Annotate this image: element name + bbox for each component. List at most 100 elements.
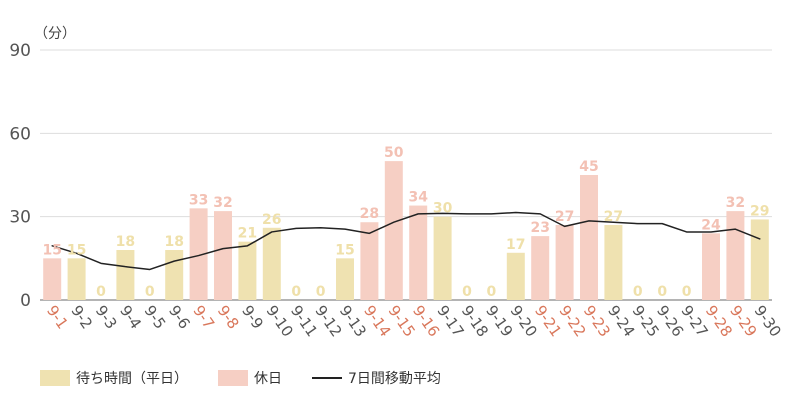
value-label-9-24: 27 [604, 209, 623, 225]
value-label-9-3: 0 [96, 284, 106, 300]
value-label-9-5: 0 [145, 284, 155, 300]
bar-9-30 [750, 219, 769, 300]
x-tick-label-9-8: 9-8 [214, 302, 243, 332]
x-tick-label-9-23: 9-23 [580, 302, 614, 340]
x-tick-label-9-29: 9-29 [726, 302, 760, 340]
value-label-9-4: 18 [116, 234, 135, 250]
legend-swatch-moving-average [312, 377, 342, 379]
bar-9-1 [43, 258, 62, 300]
x-tick-label-9-17: 9-17 [433, 302, 467, 340]
value-label-9-7: 33 [189, 192, 208, 208]
value-label-9-13: 15 [335, 242, 354, 258]
value-label-9-26: 0 [657, 284, 667, 300]
value-label-9-27: 0 [682, 284, 692, 300]
y-axis-unit-label: （分） [34, 26, 76, 42]
x-tick-label-9-20: 9-20 [507, 302, 541, 340]
x-tick-label-9-11: 9-11 [287, 302, 321, 340]
value-label-9-2: 15 [67, 242, 86, 258]
legend-item-weekday: 待ち時間（平日） [40, 368, 188, 388]
x-tick-label-9-3: 9-3 [92, 302, 121, 332]
y-tick-label-0: 0 [20, 291, 31, 311]
moving-average-line [51, 211, 761, 271]
x-tick-label-9-14: 9-14 [360, 302, 394, 340]
value-label-9-21: 23 [530, 220, 549, 236]
value-label-9-23: 45 [579, 159, 598, 175]
bar-9-8 [214, 211, 232, 300]
x-tick-label-9-15: 9-15 [385, 302, 419, 340]
x-tick-label-9-5: 9-5 [141, 302, 170, 332]
x-tick-label-9-7: 9-7 [189, 302, 218, 332]
x-axis-ticks: 9-19-29-39-49-59-69-79-89-99-109-119-129… [43, 302, 785, 340]
legend-item-moving-average: 7日間移動平均 [312, 368, 441, 388]
y-tick-label-30: 30 [9, 208, 31, 228]
x-tick-label-9-21: 9-21 [531, 302, 565, 340]
bar-9-17 [433, 216, 452, 300]
legend-swatch-weekday [40, 370, 70, 386]
x-tick-label-9-9: 9-9 [238, 302, 267, 332]
value-label-9-28: 24 [701, 217, 721, 233]
x-tick-label-9-30: 9-30 [751, 302, 785, 340]
value-label-9-15: 50 [384, 145, 404, 161]
x-tick-label-9-18: 9-18 [458, 302, 492, 340]
value-label-9-11: 0 [291, 284, 301, 300]
bar-9-4 [116, 250, 135, 300]
bar-9-14 [360, 222, 379, 300]
value-label-9-8: 32 [213, 195, 232, 211]
bars [43, 161, 769, 300]
value-label-9-12: 0 [316, 284, 326, 300]
legend-label-holiday: 休日 [254, 371, 282, 387]
x-tick-label-9-19: 9-19 [482, 302, 516, 340]
bar-9-23 [580, 175, 598, 300]
bar-9-20 [506, 252, 525, 300]
value-label-9-14: 28 [360, 206, 379, 222]
value-label-9-10: 26 [262, 212, 281, 228]
bar-9-7 [189, 208, 208, 300]
legend-swatch-holiday [218, 370, 248, 386]
value-label-9-22: 27 [555, 209, 574, 225]
bar-9-24 [604, 225, 623, 300]
x-tick-label-9-26: 9-26 [653, 302, 687, 340]
x-tick-label-9-1: 9-1 [43, 302, 72, 332]
value-label-9-6: 18 [164, 234, 183, 250]
x-tick-label-9-25: 9-25 [629, 302, 663, 340]
x-tick-label-9-16: 9-16 [409, 302, 443, 340]
value-label-9-17: 30 [433, 201, 453, 217]
x-tick-label-9-12: 9-12 [311, 302, 345, 340]
value-label-9-30: 29 [750, 203, 769, 219]
gridlines [40, 49, 772, 301]
bar-9-22 [555, 225, 574, 300]
bar-9-6 [165, 250, 184, 300]
bar-9-21 [531, 236, 550, 300]
legend-label-moving-average: 7日間移動平均 [348, 371, 441, 387]
value-label-9-20: 17 [506, 237, 525, 253]
bar-9-16 [409, 205, 428, 300]
x-tick-label-9-28: 9-28 [702, 302, 736, 340]
value-label-9-1: 15 [42, 242, 61, 258]
x-tick-label-9-13: 9-13 [336, 302, 370, 340]
y-tick-label-60: 60 [9, 124, 31, 144]
x-tick-label-9-27: 9-27 [677, 302, 711, 340]
legend-item-holiday: 休日 [218, 368, 282, 388]
value-label-9-25: 0 [633, 284, 643, 300]
x-tick-label-9-22: 9-22 [555, 302, 589, 340]
moving-average-layer [51, 211, 761, 271]
value-label-9-29: 32 [726, 195, 745, 211]
legend: 待ち時間（平日） 休日 7日間移動平均 [40, 366, 471, 390]
y-axis-ticks: 0 30 60 90 [9, 41, 31, 311]
x-tick-label-9-24: 9-24 [604, 302, 638, 340]
value-label-9-18: 0 [462, 284, 472, 300]
value-label-9-9: 21 [238, 226, 257, 242]
bar-9-10 [262, 227, 281, 300]
x-tick-label-9-6: 9-6 [165, 302, 194, 332]
x-tick-label-9-10: 9-10 [263, 302, 297, 340]
bar-9-9 [238, 241, 257, 300]
bar-9-28 [702, 233, 720, 300]
bar-9-29 [726, 211, 745, 300]
legend-label-weekday: 待ち時間（平日） [76, 371, 188, 387]
y-tick-label-90: 90 [9, 41, 31, 61]
value-label-9-19: 0 [487, 284, 497, 300]
bar-9-15 [384, 161, 403, 300]
